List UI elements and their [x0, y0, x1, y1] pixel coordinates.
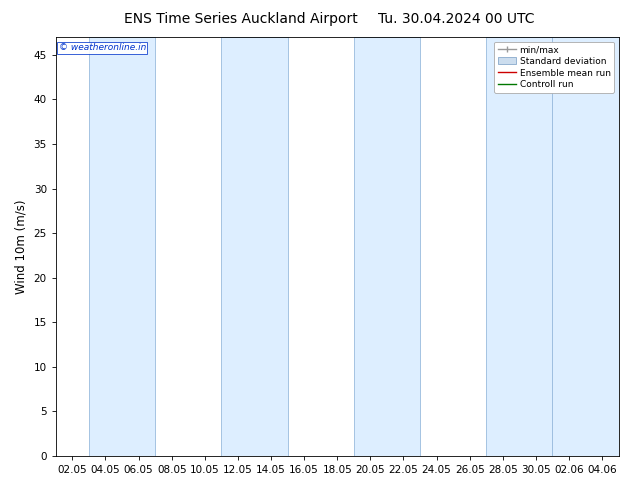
- Legend: min/max, Standard deviation, Ensemble mean run, Controll run: min/max, Standard deviation, Ensemble me…: [495, 42, 614, 93]
- Bar: [552, 37, 619, 456]
- Text: © weatheronline.in: © weatheronline.in: [59, 43, 146, 52]
- Y-axis label: Wind 10m (m/s): Wind 10m (m/s): [15, 199, 28, 294]
- Bar: [354, 37, 420, 456]
- Bar: [221, 37, 288, 456]
- Text: Tu. 30.04.2024 00 UTC: Tu. 30.04.2024 00 UTC: [378, 12, 534, 26]
- Bar: [486, 37, 552, 456]
- Text: ENS Time Series Auckland Airport: ENS Time Series Auckland Airport: [124, 12, 358, 26]
- Bar: [89, 37, 155, 456]
